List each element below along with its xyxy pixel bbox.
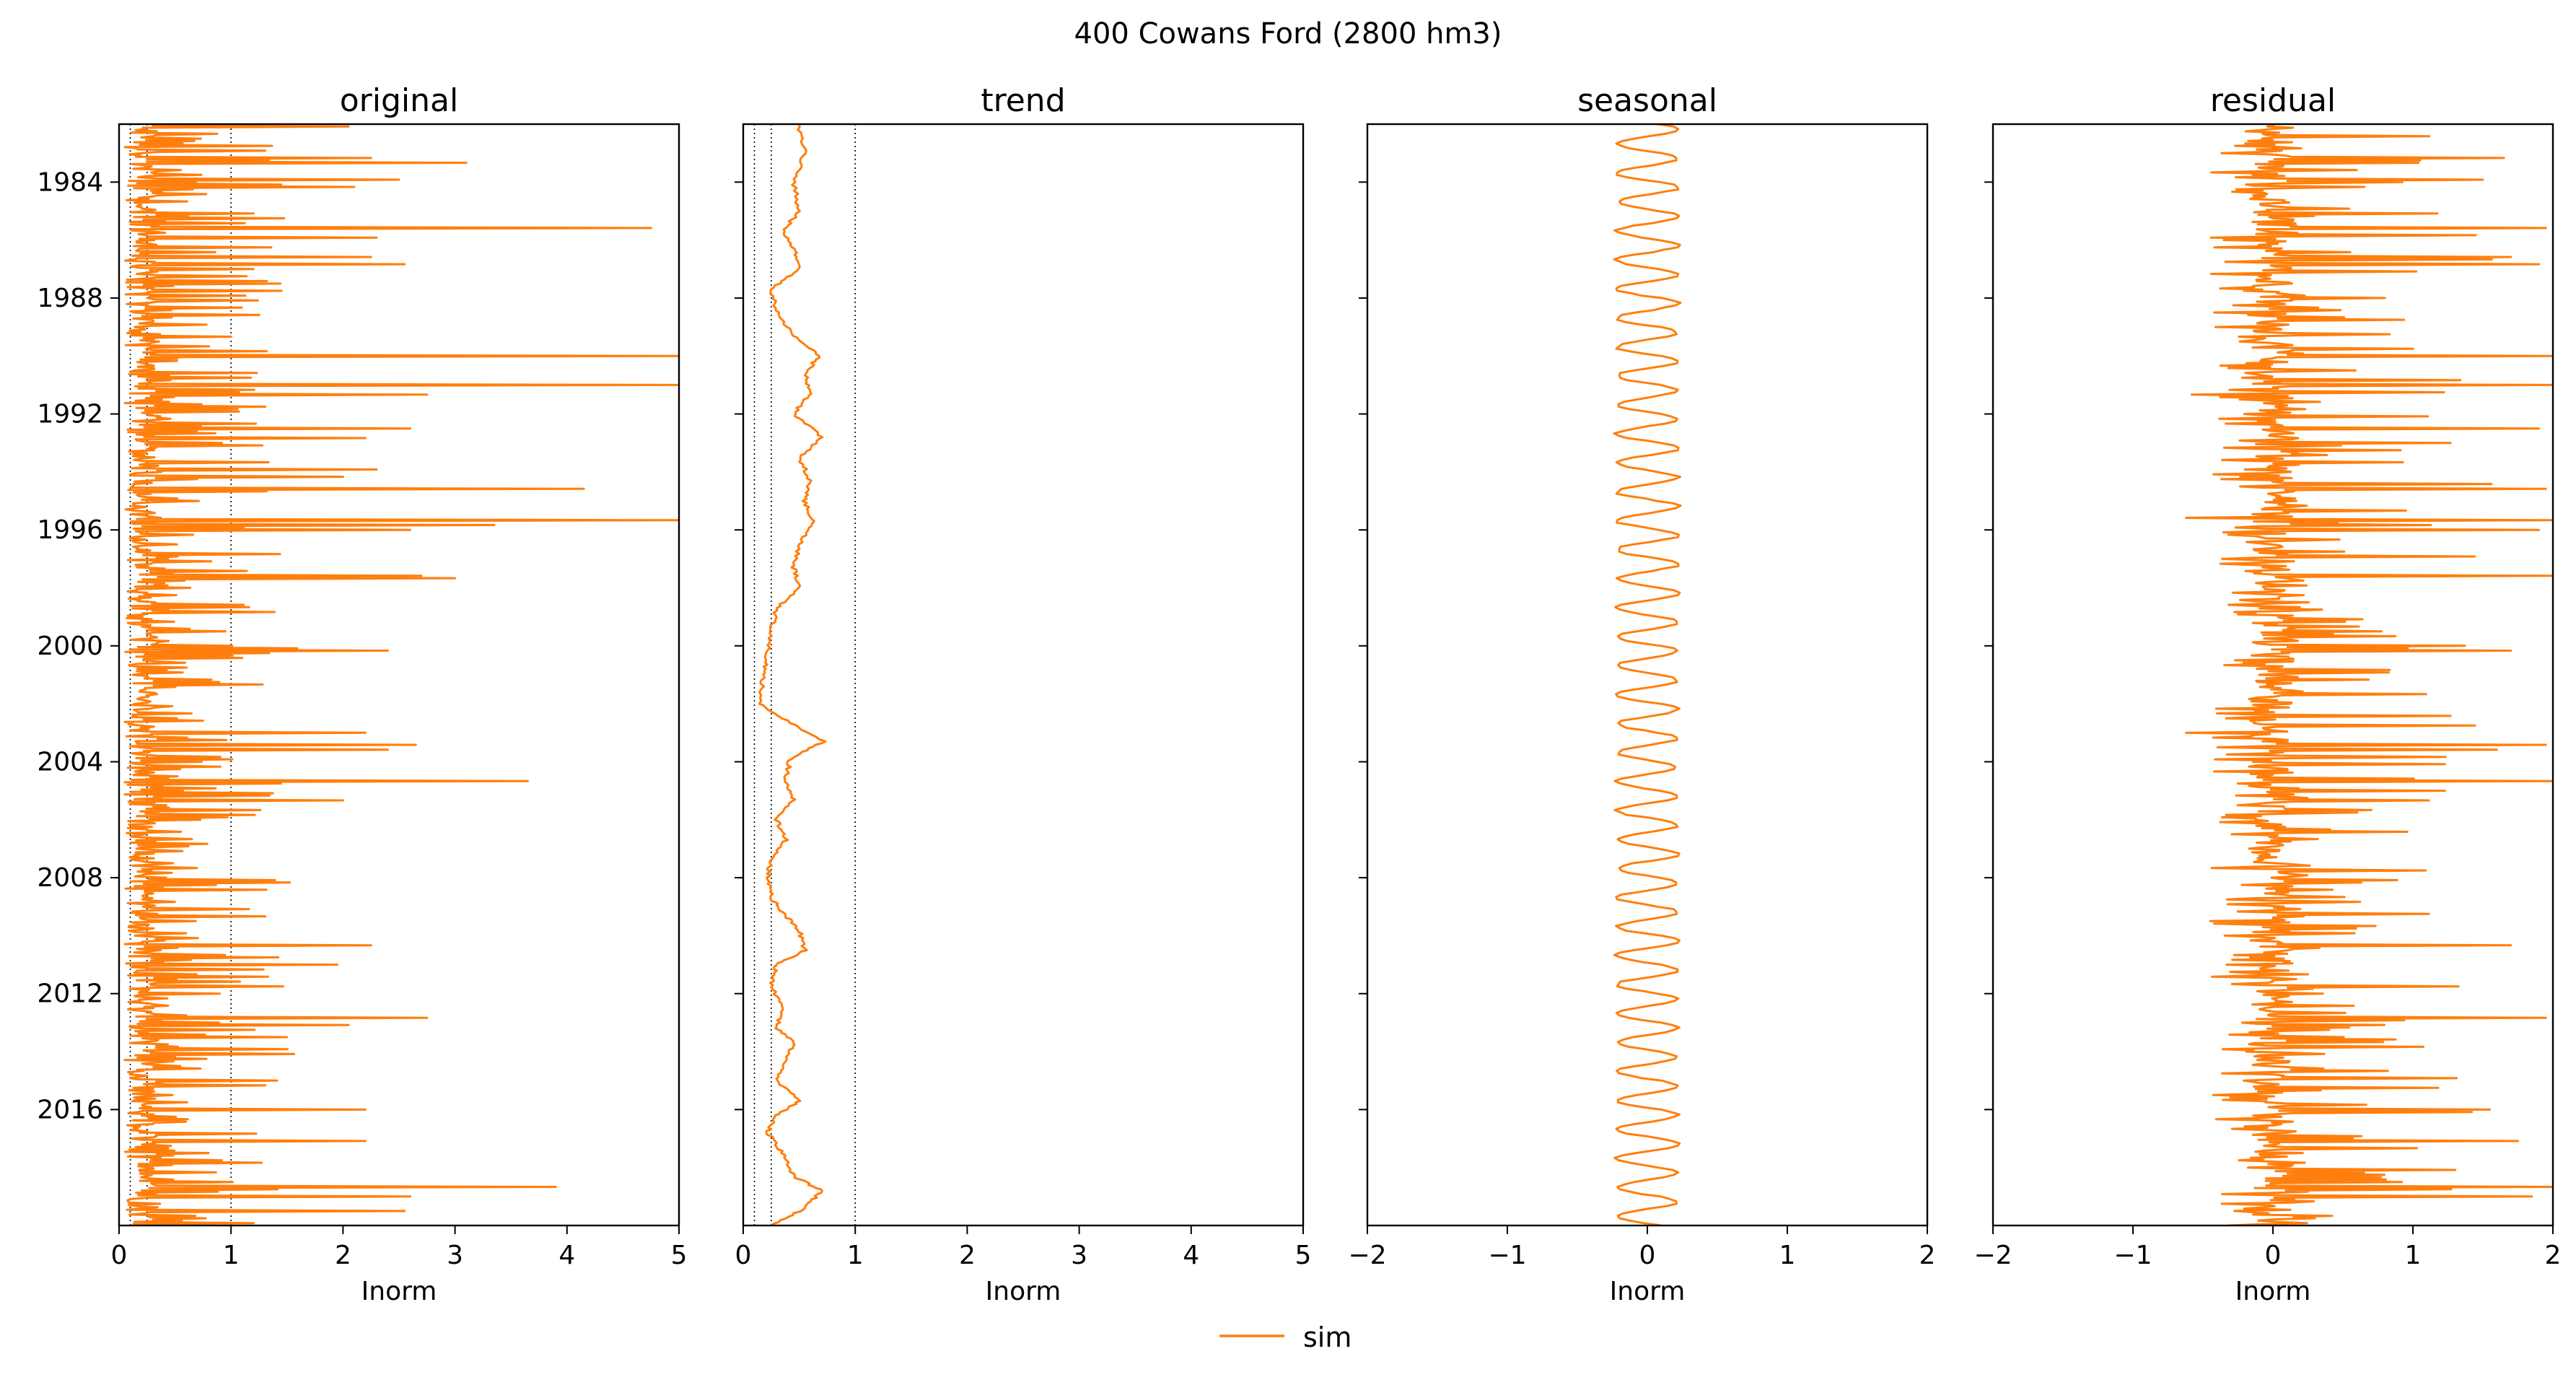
x-tick-label: 3 (1071, 1241, 1087, 1270)
x-tick-label: 1 (2405, 1241, 2422, 1270)
y-tick-label: 1992 (37, 400, 103, 429)
series-line-sim (123, 124, 679, 1225)
axes-frame (118, 123, 680, 1227)
subplot-seasonal: seasonal −2 −1 0 1 2 Inorm (1348, 82, 1935, 1306)
y-tick-label: 1996 (37, 515, 103, 545)
x-tick-label: −1 (2113, 1241, 2152, 1270)
y-tick-label: 2000 (37, 632, 103, 661)
subplot-title-residual: residual (2210, 82, 2336, 119)
x-tick-label: 0 (111, 1241, 128, 1270)
x-axis-label: Inorm (986, 1277, 1061, 1306)
x-axis-label: Inorm (2235, 1277, 2311, 1306)
subplot-title-trend: trend (981, 82, 1065, 119)
x-axis-label: Inorm (362, 1277, 437, 1306)
figure-title: 400 Cowans Ford (2800 hm3) (1074, 17, 1502, 51)
x-tick-label: 0 (735, 1241, 752, 1270)
x-axis-label: Inorm (1610, 1277, 1686, 1306)
x-tick-label: 2 (2545, 1241, 2562, 1270)
x-tick-label: −2 (1348, 1241, 1386, 1270)
x-tick-label: 2 (959, 1241, 976, 1270)
subplot-title-original: original (340, 82, 458, 119)
y-tick-label: 2004 (37, 747, 103, 777)
x-tick-label: 2 (335, 1241, 351, 1270)
series-line-sim (2185, 124, 2553, 1225)
x-tick-label: 5 (1295, 1241, 1312, 1270)
x-tick-label: −1 (1488, 1241, 1526, 1270)
legend-label-sim: sim (1303, 1321, 1351, 1353)
x-tick-label: 4 (1183, 1241, 1199, 1270)
x-tick-label: 4 (558, 1241, 575, 1270)
subplot-original: original 0 1 2 3 4 5 Inorm 1984 1988 1992 1996 2000 2… (37, 82, 687, 1306)
x-tick-label: 0 (1639, 1241, 1656, 1270)
subplot-title-seasonal: seasonal (1577, 82, 1717, 119)
y-tick-label: 2008 (37, 863, 103, 893)
y-tick-label: 2016 (37, 1095, 103, 1124)
y-tick-label: 1984 (37, 167, 103, 197)
x-tick-label: −2 (1973, 1241, 2012, 1270)
x-tick-label: 0 (2265, 1241, 2282, 1270)
series-line-sim (758, 124, 827, 1225)
x-tick-label: 1 (1779, 1241, 1796, 1270)
subplot-residual: residual −2 −1 0 1 2 Inorm (1973, 82, 2561, 1306)
x-tick-label: 3 (447, 1241, 463, 1270)
axes-frame (742, 123, 1305, 1227)
x-tick-label: 5 (671, 1241, 688, 1270)
legend: sim (1219, 1321, 1351, 1353)
x-tick-label: 1 (223, 1241, 240, 1270)
y-tick-label: 2012 (37, 979, 103, 1009)
x-tick-label: 1 (847, 1241, 864, 1270)
subplot-trend: trend 0 1 2 3 4 5 Inorm (735, 82, 1311, 1306)
x-tick-label: 2 (1919, 1241, 1936, 1270)
y-tick-label: 1988 (37, 284, 103, 313)
series-line-sim (1613, 124, 1682, 1225)
